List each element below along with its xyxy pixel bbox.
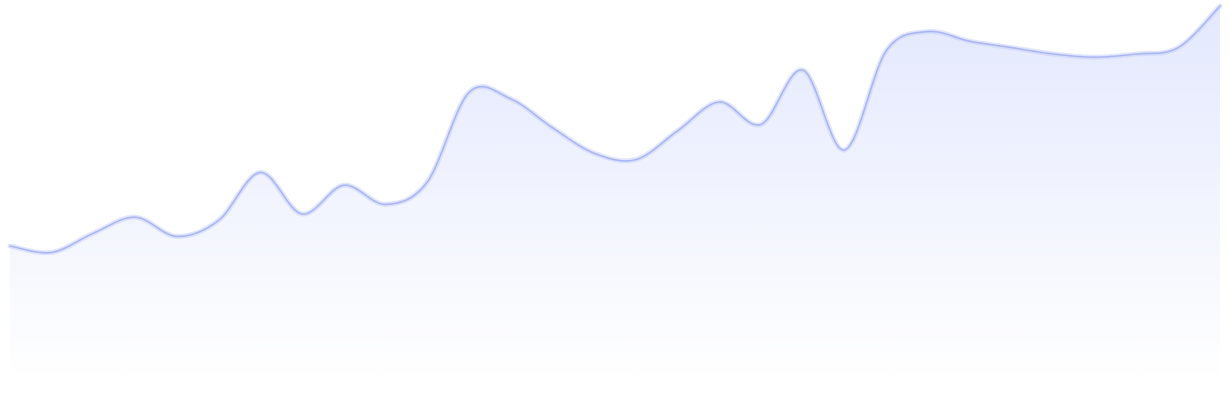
series-area-fill (10, 6, 1220, 380)
data-point-27 (1135, 52, 1139, 56)
data-point-15 (634, 158, 638, 162)
data-point-17 (717, 100, 721, 104)
data-point-11 (467, 90, 471, 94)
data-point-13 (550, 126, 554, 130)
data-point-16 (676, 129, 680, 133)
data-point-7 (300, 212, 304, 216)
data-point-18 (759, 122, 763, 126)
data-point-8 (342, 183, 346, 187)
data-point-4 (175, 234, 179, 238)
data-point-24 (1009, 46, 1013, 50)
data-point-0 (8, 244, 12, 248)
data-point-23 (968, 39, 972, 43)
data-point-29 (1218, 4, 1222, 8)
data-point-20 (842, 148, 846, 152)
data-point-19 (801, 68, 805, 72)
data-point-6 (258, 170, 262, 174)
series-line (9, 5, 1221, 254)
data-point-26 (1093, 55, 1097, 59)
data-point-14 (592, 151, 596, 155)
data-point-28 (1176, 46, 1180, 50)
data-point-21 (884, 49, 888, 53)
data-point-12 (509, 97, 513, 101)
data-point-22 (926, 30, 930, 34)
data-point-5 (217, 218, 221, 222)
line-layer (7, 3, 1223, 256)
data-point-9 (384, 202, 388, 206)
data-point-1 (50, 250, 54, 254)
data-point-2 (91, 231, 95, 235)
data-point-10 (425, 180, 429, 184)
data-point-25 (1051, 52, 1055, 56)
data-point-3 (133, 215, 137, 219)
area-layer (10, 6, 1220, 380)
